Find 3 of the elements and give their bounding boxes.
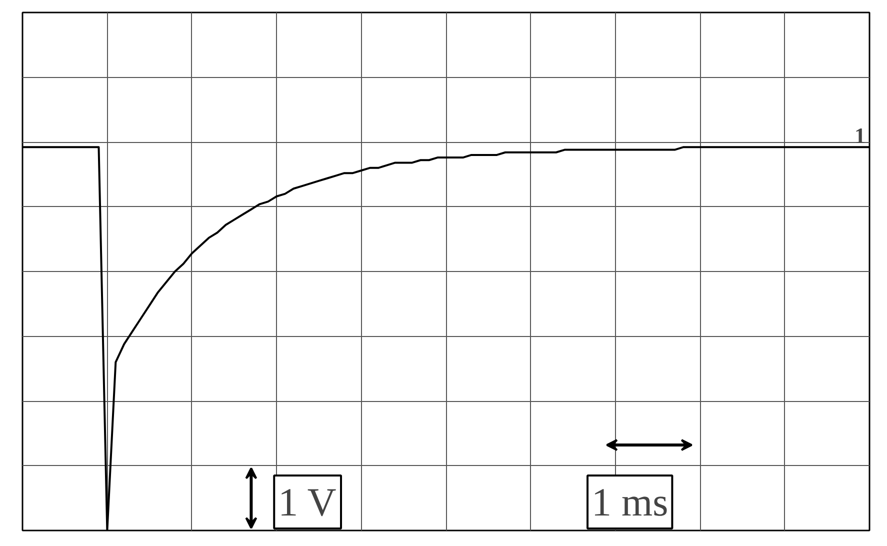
annotation: 1 ms [592, 480, 668, 524]
annotation: 1 V [278, 480, 336, 524]
annotation: 1 [854, 123, 866, 148]
